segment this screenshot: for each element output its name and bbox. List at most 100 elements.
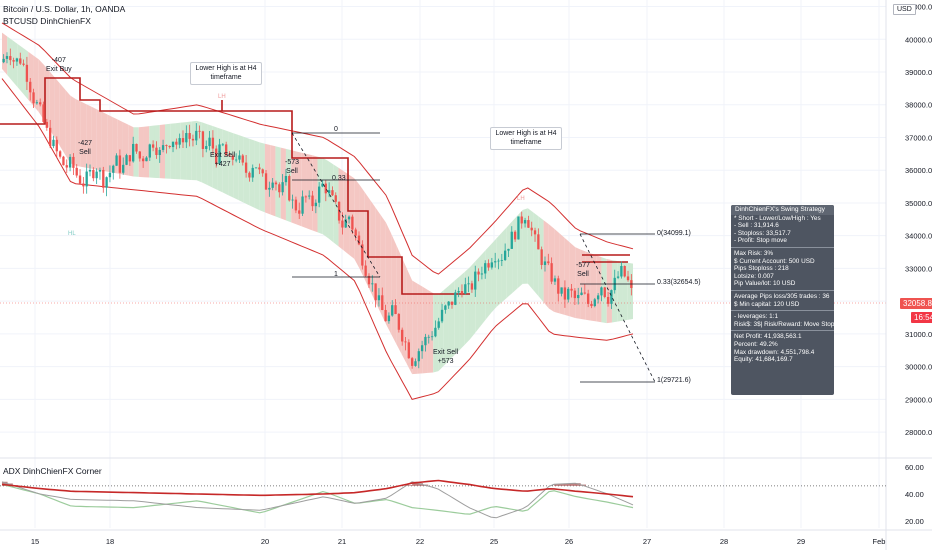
trade-label-line: -407: [51, 57, 66, 64]
adx-tick-label: 40.00: [905, 490, 924, 499]
x-tick-label: 18: [106, 537, 114, 546]
candle-body: [12, 60, 15, 62]
candle-body: [301, 196, 304, 214]
band-fill-segment: [133, 127, 139, 177]
candle-body: [234, 159, 238, 161]
band-fill-segment: [17, 44, 24, 94]
candle-body: [517, 216, 520, 240]
band-fill-segment: [491, 238, 497, 313]
band-fill-segment: [627, 262, 633, 320]
callout-line: Lower High is at H4: [195, 65, 257, 72]
info-line: Equity: 41,684,169.7: [734, 356, 793, 364]
candle-body: [175, 141, 178, 145]
band-fill-segment: [306, 154, 313, 231]
info-line: Max Risk: 3%: [734, 249, 774, 257]
band-fill-segment: [396, 245, 402, 355]
adx-tick-label: 60.00: [905, 463, 924, 472]
candle-body: [304, 196, 308, 198]
candle-body: [205, 146, 208, 149]
candle-body: [327, 190, 331, 194]
band-fill-segment: [86, 104, 92, 169]
candle-body: [171, 141, 175, 148]
candle-body: [537, 234, 540, 250]
y-tick-label: 33000.0: [905, 264, 932, 273]
adx-tick-label: 20.00: [905, 517, 924, 526]
info-line: Net Profit: 41,938,563.1: [734, 333, 802, 341]
candle-body: [75, 167, 78, 176]
candle-body: [384, 309, 387, 322]
candle-body: [151, 144, 155, 148]
symbol-title[interactable]: Bitcoin / U.S. Dollar, 1h, OANDA: [3, 4, 126, 14]
band-fill-segment: [427, 289, 434, 373]
candle-body: [42, 104, 45, 122]
band-fill-segment: [569, 242, 576, 318]
band-fill-segment: [33, 55, 39, 113]
lh-marker: LH: [517, 196, 525, 202]
x-tick-label: 28: [720, 537, 728, 546]
trade-label-line: Sell: [286, 167, 298, 175]
candle-body: [587, 293, 590, 304]
candle-body: [543, 261, 547, 265]
band-fill-segment: [469, 261, 476, 340]
band-fill-segment: [138, 126, 144, 178]
callout-line: timeframe: [210, 73, 242, 81]
candle-body: [444, 305, 447, 310]
band-fill-segment: [512, 215, 518, 294]
band-fill-segment: [49, 71, 55, 138]
candle-body: [550, 263, 553, 282]
trade-label: -407 Exit Buy: [46, 57, 72, 74]
candle-body: [347, 216, 351, 220]
band-fill-segment: [448, 281, 455, 361]
candle-body: [454, 292, 457, 305]
adx-hump: [417, 483, 423, 486]
band-fill-segment: [75, 98, 81, 167]
trade-label-line: -427: [78, 140, 93, 147]
candle-body: [560, 287, 563, 294]
candle-body: [557, 278, 560, 294]
band-fill-segment: [312, 155, 318, 233]
candle-body: [221, 144, 225, 146]
adx-title[interactable]: ADX DinhChienFX Corner: [3, 466, 102, 476]
candle-body: [132, 143, 135, 162]
candle-body: [553, 278, 557, 282]
candle-body: [218, 144, 221, 164]
band-fill-segment: [533, 212, 539, 297]
info-line: $ Current Account: 500 USD: [734, 257, 815, 265]
candle-body: [533, 230, 537, 235]
trade-label-line: Exit Sell: [210, 152, 236, 159]
info-line: Lotsize: 0.007: [734, 272, 774, 280]
band-fill-segment: [354, 178, 360, 269]
candle-body: [78, 175, 82, 184]
band-fill-segment: [28, 51, 34, 106]
band-fill-segment: [391, 233, 397, 345]
band-fill-segment: [501, 227, 507, 303]
band-fill-segment: [175, 122, 181, 180]
candle-body: [507, 248, 510, 251]
candle-body: [530, 227, 533, 231]
candle-body: [228, 155, 231, 157]
candle-body: [354, 229, 357, 236]
trade-label: Exit Sell +573: [433, 349, 458, 366]
fib-diagonal: [291, 132, 381, 278]
info-line: Pip Value/lot: 10 USD: [734, 280, 796, 288]
candle-body: [626, 276, 630, 281]
trade-label-line: +427: [214, 160, 231, 168]
candle-body: [291, 199, 294, 201]
band-fill-segment: [186, 121, 192, 180]
band-fill-segment: [596, 255, 602, 323]
candle-body: [367, 275, 371, 285]
band-fill-segment: [233, 133, 239, 201]
candle-body: [22, 63, 25, 65]
candle-body: [364, 265, 367, 276]
candle-body: [523, 220, 527, 224]
indicator-title[interactable]: BTCUSD DinhChienFX: [3, 16, 91, 26]
candle-body: [593, 299, 596, 307]
strategy-info-panel: DinhChienFX's Swing Strategy * Short - L…: [731, 205, 834, 395]
candle-body: [155, 147, 158, 156]
fib-right-1: 1(29721.6): [657, 377, 691, 384]
candle-body: [112, 165, 115, 173]
band-fill-segment: [143, 126, 150, 178]
stop-step-line: [582, 254, 630, 263]
candle-body: [82, 183, 85, 187]
